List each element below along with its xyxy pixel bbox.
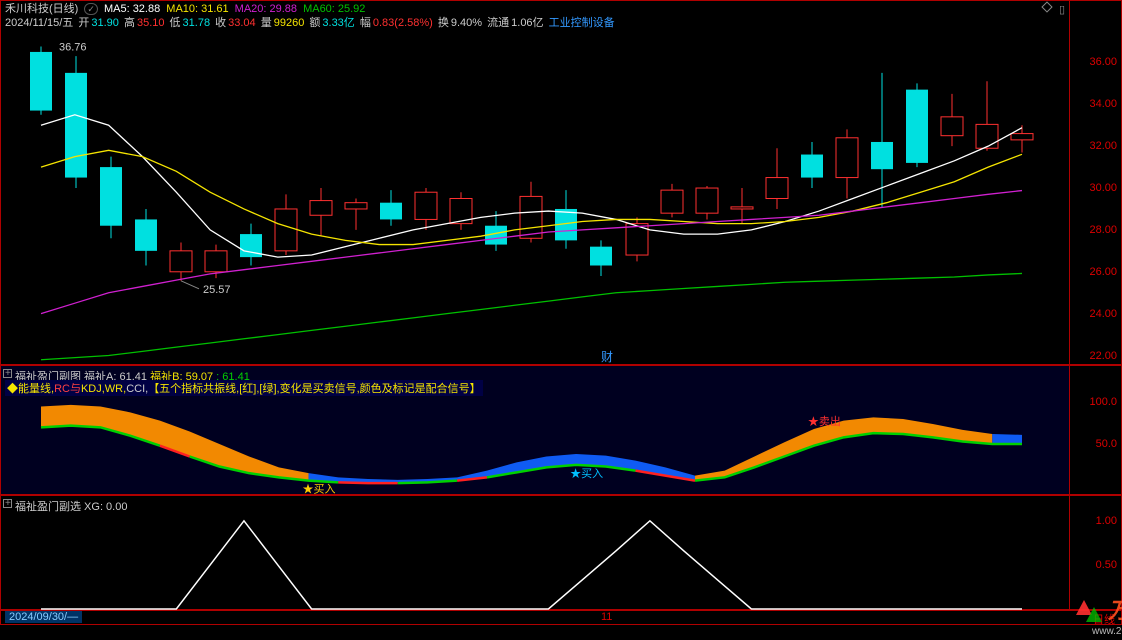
time-axis-bar: 2024/09/30/— 11 日线 [0, 610, 1122, 625]
svg-text:★卖出: ★卖出 [808, 414, 841, 428]
float-value: 1.06亿 [511, 17, 543, 29]
svg-text:25.57: 25.57 [203, 284, 231, 296]
ind1-desc-mid: KDJ,WR, [81, 383, 126, 395]
candlestick-svg: 36.76 25.57 财 [1, 1, 1071, 366]
open-value: 31.90 [91, 17, 119, 29]
ind1-desc-main: 【五个指标共振线,[红],[绿],变化是买卖信号,颜色及标记是配合信号】 [148, 383, 480, 395]
ma10-value: 31.61 [201, 3, 229, 15]
ind1-axis: 100.0 50.0 [1070, 365, 1122, 495]
high-value: 35.10 [137, 17, 165, 29]
indicator2-panel[interactable]: 福祉盈门副选 XG: 0.00 [0, 495, 1070, 610]
ma5-label: MA5: [104, 3, 130, 15]
ind1-desc-rc: RC与 [54, 383, 81, 395]
float-label: 流通 [487, 17, 509, 29]
high-label: 高 [124, 17, 135, 29]
svg-text:财: 财 [601, 350, 613, 364]
chg-value: 0.83(2.58%) [373, 17, 433, 29]
ind2-tick: 0.50 [1096, 559, 1117, 571]
turn-label: 换 [438, 17, 449, 29]
ind1-tick: 100.0 [1089, 396, 1117, 408]
main-header-row1: 禾川科技(日线) ✓ MA5:32.88 MA10:31.61 MA20:29.… [5, 2, 1065, 16]
ma5-value: 32.88 [133, 3, 161, 15]
ma60-value: 25.92 [338, 3, 366, 15]
main-price-axis: 36.00 34.00 32.00 30.00 28.00 26.00 24.00 22.00 [1070, 0, 1122, 365]
low-label: 低 [170, 17, 181, 29]
price-tick: 30.00 [1089, 182, 1117, 194]
check-icon: ✓ [84, 3, 98, 15]
close-label: 收 [215, 17, 226, 29]
ind1-desc-row: ◆能量线,RC与KDJ,WR,CCI,【五个指标共振线,[红],[绿],变化是买… [5, 380, 483, 396]
svg-text:★买入: ★买入 [303, 483, 336, 496]
timebar-mid: 11 [601, 611, 612, 623]
main-header-row2: 2024/11/15/五 开31.90 高35.10 低31.78 收33.04… [5, 16, 1065, 30]
price-tick: 36.00 [1089, 56, 1117, 68]
watermark-url: www.201082.com [1091, 626, 1122, 637]
price-tick: 28.00 [1089, 224, 1117, 236]
ma10-label: MA10: [166, 3, 198, 15]
price-tick: 32.00 [1089, 140, 1117, 152]
date-value: 2024/11/15/五 [5, 17, 73, 29]
ma20-value: 29.88 [269, 3, 297, 15]
price-tick: 26.00 [1089, 266, 1117, 278]
ma60-label: MA60: [303, 3, 335, 15]
vol-label: 量 [261, 17, 272, 29]
ind2-tick: 1.00 [1096, 515, 1117, 527]
price-tick: 34.00 [1089, 98, 1117, 110]
timebar-left: 2024/09/30/— [5, 611, 82, 623]
indicator1-panel[interactable]: 福祉盈门副图 福祉A: 61.41 福祉B: 59.07 : 61.41 ◆能量… [0, 365, 1070, 495]
price-tick: 24.00 [1089, 308, 1117, 320]
open-label: 开 [78, 17, 89, 29]
close-value: 33.04 [228, 17, 256, 29]
industry-value: 工业控制设备 [549, 17, 615, 29]
ind1-tick: 50.0 [1096, 438, 1117, 450]
ind2-svg [1, 496, 1071, 611]
amt-value: 3.33亿 [322, 17, 354, 29]
price-tick: 22.00 [1089, 350, 1117, 362]
stock-title: 禾川科技(日线) [5, 3, 78, 15]
main-candlestick-panel[interactable]: 禾川科技(日线) ✓ MA5:32.88 MA10:31.61 MA20:29.… [0, 0, 1070, 365]
low-value: 31.78 [183, 17, 211, 29]
vol-value: 99260 [274, 17, 305, 29]
expand-icon[interactable] [3, 499, 12, 508]
ind2-title: 福祉盈门副选 XG: 0.00 [15, 501, 127, 513]
ma20-label: MA20: [235, 3, 267, 15]
amt-label: 额 [309, 17, 320, 29]
chg-label: 幅 [360, 17, 371, 29]
ind2-header: 福祉盈门副选 XG: 0.00 [15, 498, 127, 514]
ind1-desc-cci: CCI, [126, 383, 148, 395]
ind1-desc-pre: ◆能量线, [7, 383, 54, 395]
watermark-brand: 万股网 [1107, 598, 1122, 623]
svg-text:★买入: ★买入 [570, 467, 603, 480]
expand-icon[interactable] [3, 369, 12, 378]
svg-text:36.76: 36.76 [59, 41, 87, 53]
turn-value: 9.40% [451, 17, 482, 29]
